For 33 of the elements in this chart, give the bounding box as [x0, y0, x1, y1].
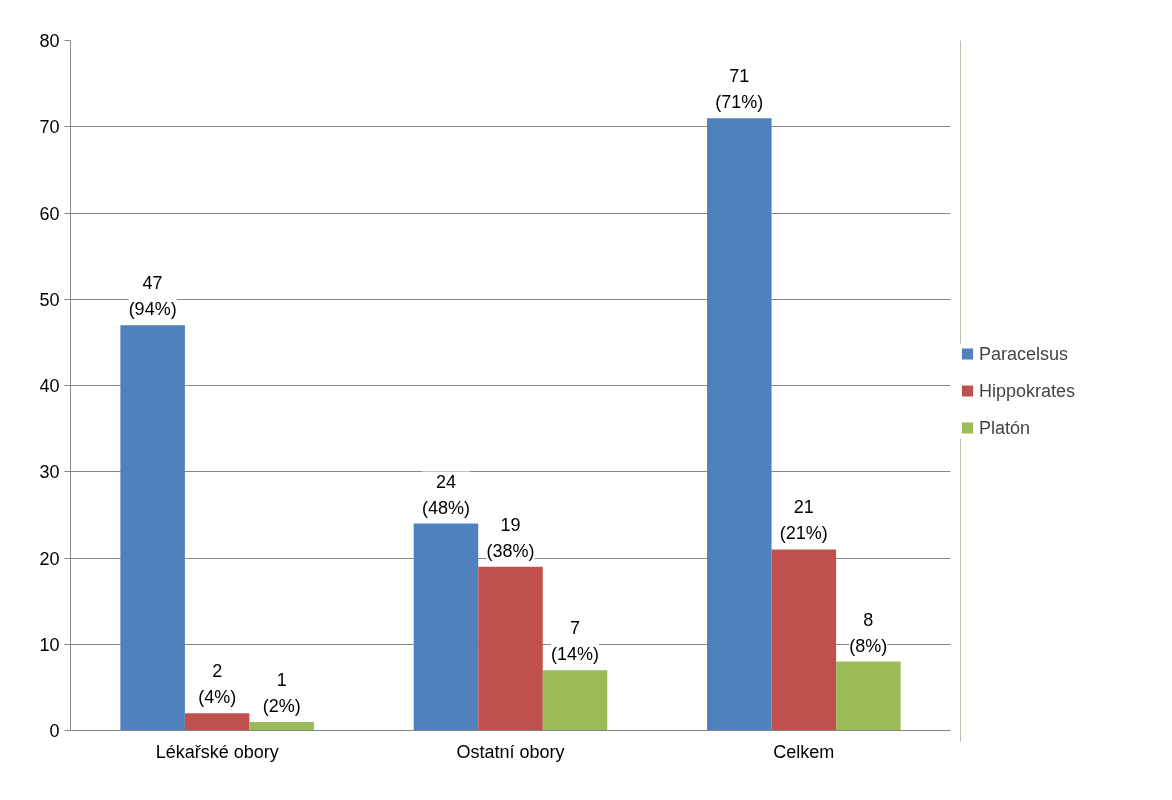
- legend-label: Paracelsus: [979, 343, 1069, 364]
- x-tick-label: Lékařské obory: [155, 741, 279, 762]
- data-label: 24 (48%): [421, 471, 470, 518]
- bar: [120, 325, 185, 731]
- y-tick-label: 70: [39, 117, 60, 138]
- legend-label: Platón: [979, 417, 1031, 438]
- legend-label: Hippokrates: [979, 380, 1076, 401]
- x-tick-label: Ostatní obory: [456, 741, 565, 762]
- data-label: 71 (71%): [715, 66, 764, 113]
- data-label: 1 (2%): [262, 669, 301, 716]
- bar: [478, 566, 543, 731]
- y-tick-label: 80: [39, 31, 60, 51]
- y-tick-label: 50: [39, 289, 60, 310]
- data-label: 2 (4%): [198, 661, 237, 708]
- x-tick-label: Celkem: [773, 741, 835, 762]
- data-label: 8 (8%): [849, 609, 888, 656]
- bar: [413, 523, 479, 731]
- data-label: 19 (38%): [486, 514, 535, 561]
- bar: [184, 713, 250, 731]
- bar: [836, 661, 901, 731]
- y-tick-label: 30: [39, 462, 60, 483]
- y-tick-label: 60: [39, 203, 60, 224]
- data-label: 47 (94%): [128, 273, 177, 320]
- bar: [249, 721, 314, 731]
- bar: [542, 670, 608, 731]
- data-label: 7 (14%): [551, 618, 600, 665]
- bar: [771, 549, 837, 731]
- data-label: 21 (21%): [779, 497, 828, 544]
- y-tick-label: 20: [39, 548, 60, 569]
- y-tick-label: 10: [39, 634, 60, 655]
- y-tick-label: 0: [49, 721, 60, 741]
- y-tick-label: 40: [39, 376, 60, 396]
- bar: [707, 118, 772, 731]
